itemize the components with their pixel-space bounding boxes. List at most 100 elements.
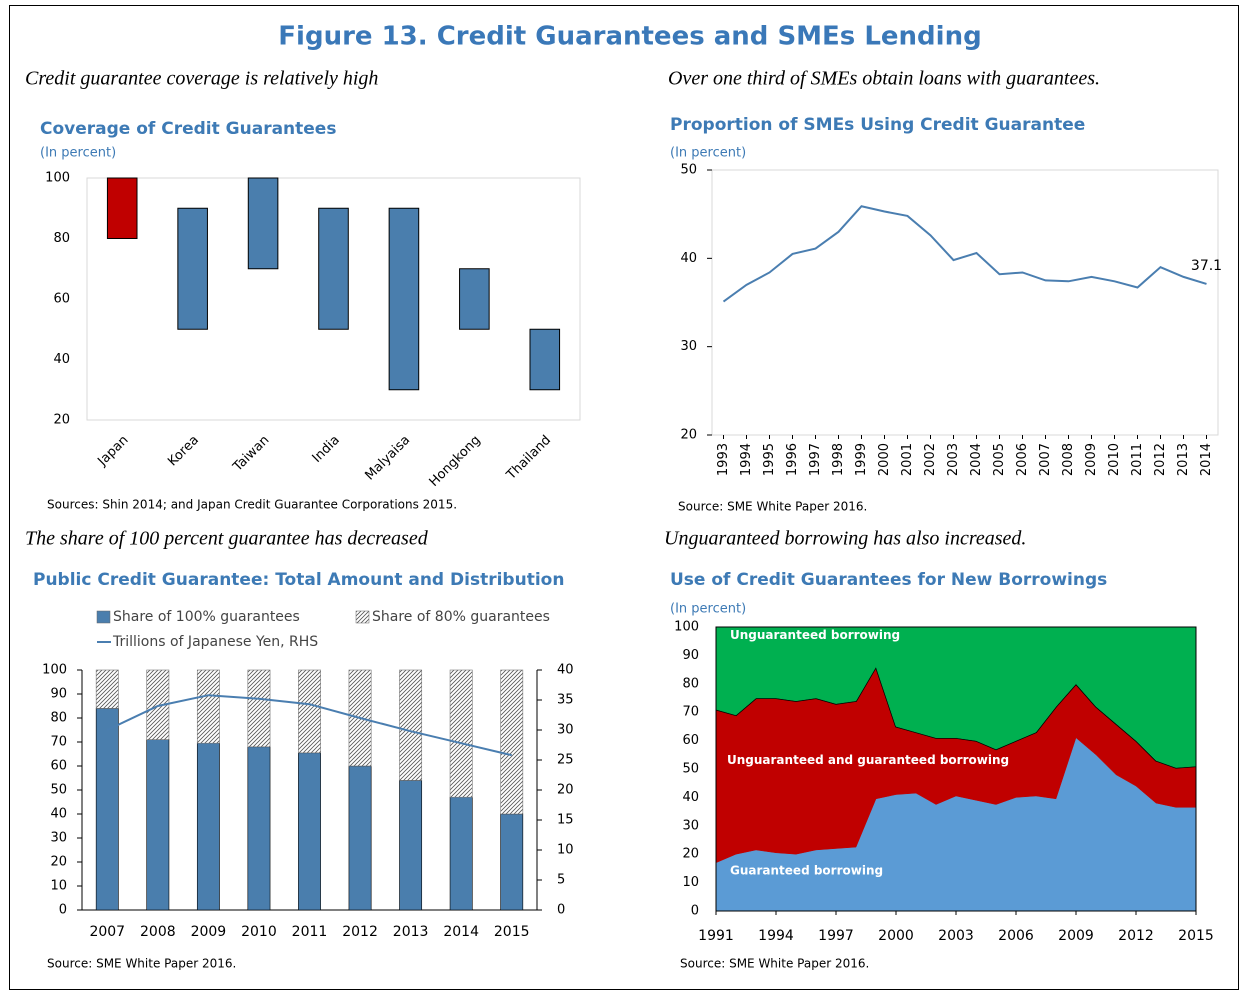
plot-frame xyxy=(86,177,581,421)
x-tick-label: 2006 xyxy=(998,928,1034,944)
y-tick-label: 0 xyxy=(691,904,699,919)
y-tick-label: 50 xyxy=(50,783,67,798)
bar-segment xyxy=(500,813,524,911)
y-tick-label: 60 xyxy=(682,733,699,748)
y-tick-label: 20 xyxy=(50,855,67,870)
y2-tick-label: 20 xyxy=(557,783,574,798)
y-tick-label: 80 xyxy=(53,231,70,246)
bar-segment xyxy=(247,746,271,911)
y-tick-label: 50 xyxy=(682,762,699,777)
y2-tick-label: 40 xyxy=(557,663,574,678)
y2-tick-label: 25 xyxy=(557,753,574,768)
x-tick-label: 2015 xyxy=(1178,928,1214,944)
chart-subtitle: (In percent) xyxy=(670,146,746,161)
bar-segment xyxy=(399,780,423,911)
figure-title: Figure 13. Credit Guarantees and SMEs Le… xyxy=(278,22,981,52)
legend-swatch xyxy=(355,610,370,624)
x-tick-label: 1995 xyxy=(762,443,777,476)
bar-segment xyxy=(449,669,473,798)
bar-segment xyxy=(95,708,119,911)
y-tick-label: 100 xyxy=(42,663,67,678)
x-tick-label: 2005 xyxy=(992,443,1007,476)
bar-segment xyxy=(247,669,271,748)
y-tick-label: 90 xyxy=(50,687,67,702)
x-tick-label: 1996 xyxy=(785,443,800,476)
bar-segment xyxy=(399,669,423,781)
chart-title: Use of Credit Guarantees for New Borrowi… xyxy=(670,570,1107,590)
x-tick-label: 2003 xyxy=(946,443,961,476)
legend-label: Share of 80% guarantees xyxy=(372,609,550,625)
x-tick-label: 2009 xyxy=(1058,928,1094,944)
caption: Credit guarantee coverage is relatively … xyxy=(25,68,378,90)
x-tick-label: 2010 xyxy=(1107,443,1122,476)
y-tick-label: 80 xyxy=(50,711,67,726)
y2-tick-label: 0 xyxy=(557,903,565,918)
x-tick-label: 2011 xyxy=(1130,443,1145,476)
x-tick-label: 2001 xyxy=(900,443,915,476)
y2-tick-label: 10 xyxy=(557,843,574,858)
y-tick-label: 0 xyxy=(59,903,67,918)
y-tick-label: 20 xyxy=(53,413,70,428)
y-tick-label: 20 xyxy=(680,428,697,443)
x-tick-label: 2010 xyxy=(241,924,277,940)
x-tick-label: 2003 xyxy=(938,928,974,944)
series-label: Unguaranteed and guaranteed borrowing xyxy=(727,753,1009,767)
y-tick-label: 80 xyxy=(682,676,699,691)
series-label: Guaranteed borrowing xyxy=(730,864,883,878)
y-tick-label: 40 xyxy=(50,807,67,822)
bar-segment xyxy=(146,669,170,740)
y-tick-label: 10 xyxy=(682,875,699,890)
range-bar xyxy=(318,207,349,330)
plot-frame xyxy=(711,169,1219,436)
chart-subtitle: (In percent) xyxy=(40,146,116,161)
x-tick-label: 2000 xyxy=(878,928,914,944)
y-tick-label: 40 xyxy=(682,790,699,805)
x-tick-label: 2007 xyxy=(1038,443,1053,476)
range-bar xyxy=(177,207,208,330)
x-tick-label: 2000 xyxy=(877,443,892,476)
chart-title: Proportion of SMEs Using Credit Guarante… xyxy=(670,115,1085,135)
x-tick-label: 2004 xyxy=(969,443,984,476)
x-tick-label: 2012 xyxy=(342,924,378,940)
bar-segment xyxy=(449,796,473,911)
x-tick-label: Japan xyxy=(95,433,132,470)
y-tick-label: 30 xyxy=(680,339,697,354)
legend-label: Trillions of Japanese Yen, RHS xyxy=(112,634,318,650)
range-bar xyxy=(529,328,561,391)
x-tick-label: 2011 xyxy=(292,924,328,940)
x-tick-label: 2013 xyxy=(393,924,429,940)
x-tick-label: 2014 xyxy=(443,924,479,940)
y-tick-label: 60 xyxy=(50,759,67,774)
bar-segment xyxy=(298,752,321,911)
bar-segment xyxy=(196,742,220,911)
source-note: Source: SME White Paper 2016. xyxy=(678,500,867,514)
x-tick-label: 1994 xyxy=(758,928,794,944)
bar-segment xyxy=(146,739,170,911)
series-label: Unguaranteed borrowing xyxy=(730,628,900,642)
x-tick-label: 1999 xyxy=(854,443,869,476)
y2-tick-label: 15 xyxy=(557,813,574,828)
x-tick-label: 2012 xyxy=(1118,928,1154,944)
x-tick-label: 2002 xyxy=(923,443,938,476)
x-tick-label: 1994 xyxy=(739,443,754,476)
x-tick-label: Korea xyxy=(165,433,202,470)
x-tick-label: 1998 xyxy=(831,443,846,476)
legend-swatch xyxy=(96,610,111,624)
x-tick-label: Malyaisa xyxy=(362,433,413,484)
x-tick-label: 2015 xyxy=(494,924,530,940)
bar-segment xyxy=(500,669,524,815)
y2-tick-label: 5 xyxy=(557,873,565,888)
x-tick-label: 1991 xyxy=(698,928,734,944)
range-bar xyxy=(388,207,420,391)
x-tick-label: 2009 xyxy=(191,924,227,940)
y-tick-label: 50 xyxy=(680,163,697,178)
range-bar xyxy=(106,177,138,239)
bar-segment xyxy=(298,669,321,754)
y-tick-label: 70 xyxy=(682,705,699,720)
y-tick-label: 70 xyxy=(50,735,67,750)
x-tick-label: 2006 xyxy=(1015,443,1030,476)
y-tick-label: 100 xyxy=(45,171,70,186)
x-tick-label: Thailand xyxy=(503,433,554,484)
line xyxy=(722,205,1207,303)
source-note: Source: SME White Paper 2016. xyxy=(47,957,236,971)
